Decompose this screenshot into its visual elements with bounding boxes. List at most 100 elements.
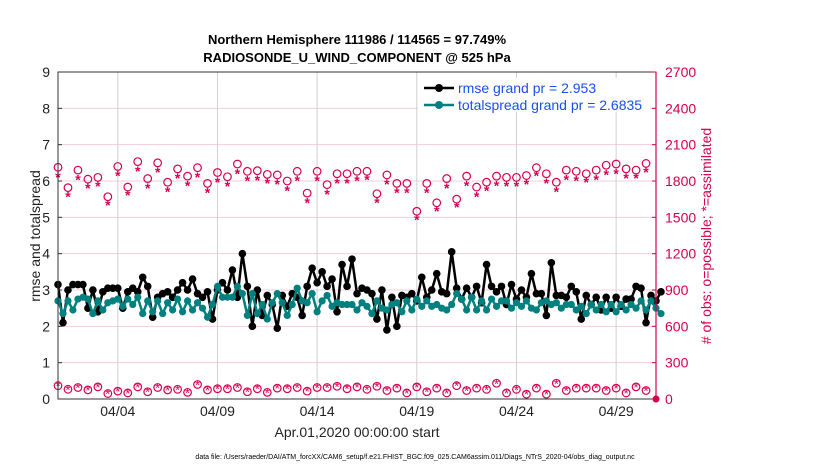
rmse-point — [517, 286, 526, 294]
obs-possible-point — [292, 166, 302, 176]
spread-point — [243, 311, 251, 320]
obs-possible-point — [492, 171, 501, 181]
spread-point — [159, 310, 167, 318]
obs-possible-point — [402, 179, 412, 188]
spread-point — [338, 300, 346, 309]
rmse-point — [133, 288, 142, 296]
spread-point — [487, 295, 496, 303]
obs-assimilated-point: * — [404, 185, 410, 201]
spread-point — [144, 297, 152, 305]
spread-point — [313, 308, 321, 316]
rmse-point — [298, 311, 306, 320]
spread-point — [263, 315, 271, 323]
obs-assimilated-low-point: * — [135, 380, 140, 395]
spread-point — [114, 295, 122, 303]
spread-point — [303, 299, 311, 307]
rmse-point — [432, 269, 441, 278]
obs-assimilated-low-point: * — [524, 387, 529, 402]
rmse-point — [542, 311, 551, 320]
obs-possible-point — [372, 381, 382, 391]
spread-point — [433, 300, 441, 309]
obs-assimilated-low-point: * — [85, 383, 90, 398]
obs-assimilated-low-point: * — [95, 380, 100, 395]
spread-point — [647, 297, 655, 305]
obs-possible-point — [302, 188, 312, 198]
rmse-point — [183, 286, 192, 294]
rmse-point — [368, 289, 376, 298]
y-right-tick-label: 1500 — [665, 209, 696, 225]
obs-assimilated-low-point: * — [364, 382, 369, 397]
spread-point — [497, 297, 506, 305]
spread-point — [233, 282, 241, 290]
obs-possible-point — [213, 168, 222, 177]
obs-assimilated-low-point: * — [564, 384, 569, 399]
obs-assimilated-point: * — [265, 175, 271, 191]
obs-possible-point — [522, 171, 531, 180]
obs-assimilated-low-point: * — [484, 382, 489, 397]
spread-point — [642, 306, 650, 314]
spread-point — [328, 302, 336, 310]
y-axis-label: rmse and totalspread — [27, 170, 43, 302]
rmse-point — [143, 282, 152, 291]
spread-point — [423, 297, 431, 305]
spread-point — [587, 300, 595, 309]
obs-possible-point — [272, 383, 282, 393]
obs-assimilated-point: * — [235, 165, 241, 181]
rmse-point — [417, 273, 426, 282]
spread-point — [99, 306, 107, 314]
obs-assimilated-point: * — [464, 177, 470, 193]
obs-possible-point — [412, 206, 422, 216]
obs-assimilated-low-point: * — [634, 380, 639, 395]
rmse-point — [343, 282, 351, 291]
spread-point — [183, 297, 192, 305]
obs-assimilated-low-point: * — [305, 384, 310, 399]
spread-point — [373, 297, 381, 305]
obs-assimilated-low-point: * — [215, 382, 220, 397]
obs-assimilated-low-point: * — [584, 381, 589, 396]
obs-possible-point — [541, 169, 551, 179]
legend: rmse grand pr = 2.953 totalspread grand … — [418, 78, 650, 113]
obs-possible-point — [342, 384, 352, 394]
rmse-point — [373, 315, 381, 323]
spread-point — [443, 306, 451, 314]
legend-spread-label: totalspread grand pr = 2.6835 — [458, 97, 642, 113]
spread-point — [149, 308, 157, 316]
spread-point — [154, 297, 162, 305]
x-tick-label: 04/04 — [100, 403, 135, 419]
obs-assimilated-low-point: * — [594, 381, 599, 396]
obs-possible-point — [93, 382, 103, 392]
rmse-point — [537, 289, 546, 298]
obs-possible-point — [282, 176, 292, 186]
obs-assimilated-point: * — [205, 185, 211, 201]
obs-possible-point — [571, 166, 581, 176]
spread-point — [89, 310, 97, 318]
obs-assimilated-low-point: * — [285, 382, 290, 397]
obs-assimilated-point: * — [374, 194, 380, 210]
spread-point — [517, 302, 526, 310]
spread-point — [418, 302, 426, 310]
obs-assimilated-low-point: * — [75, 380, 80, 395]
obs-assimilated-point: * — [125, 187, 131, 203]
x-tick-label: 04/09 — [200, 403, 235, 419]
obs-possible-point — [83, 174, 93, 184]
obs-assimilated-point: * — [334, 175, 340, 191]
obs-assimilated-point: * — [95, 178, 101, 194]
obs-possible-point — [113, 386, 123, 396]
obs-assimilated-point: * — [294, 173, 300, 189]
spread-point — [139, 310, 147, 318]
rmse-point — [203, 288, 212, 296]
obs-possible-point — [272, 170, 282, 180]
rmse-point — [333, 308, 341, 316]
obs-possible-point — [173, 164, 183, 174]
spread-point — [577, 302, 585, 310]
x-tick-label: 04/14 — [300, 403, 335, 419]
spread-point — [657, 310, 665, 318]
rmse-point — [612, 293, 620, 302]
spread-point — [502, 297, 511, 305]
obs-possible-point — [163, 385, 173, 395]
x-tick-label: 04/24 — [499, 403, 534, 419]
obs-assimilated-point: * — [135, 163, 141, 179]
obs-possible-point — [73, 165, 83, 175]
spread-point — [562, 300, 570, 309]
obs-possible-point — [123, 388, 133, 398]
